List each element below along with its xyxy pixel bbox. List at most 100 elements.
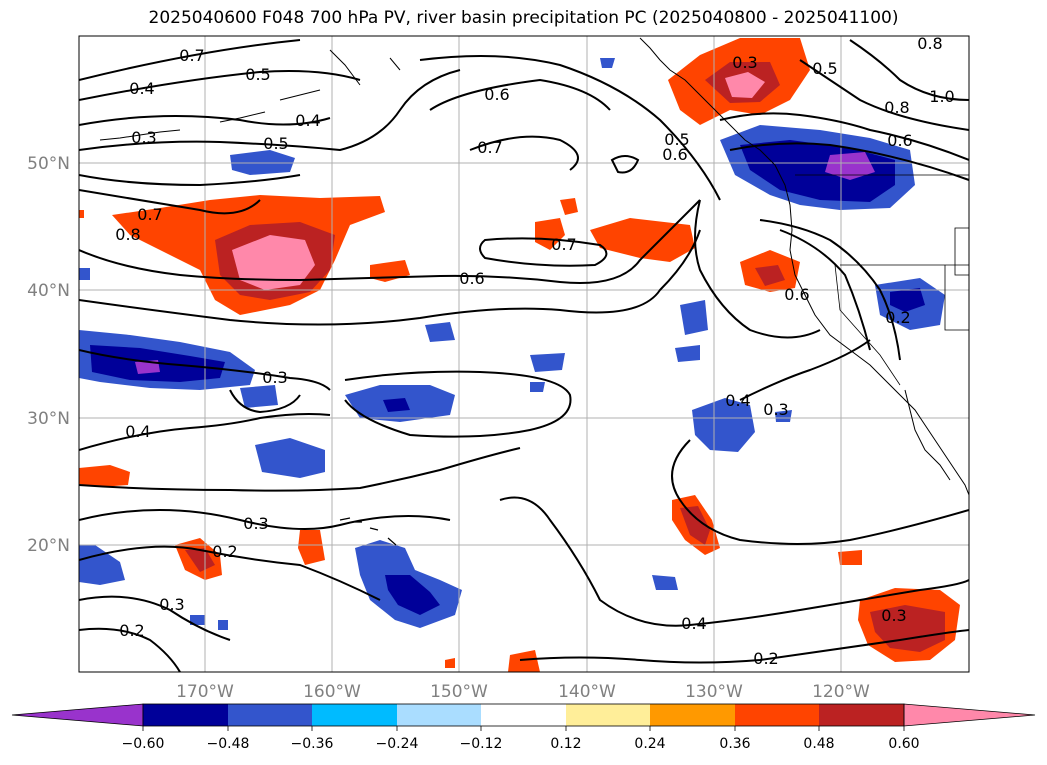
contour-label: 1.0 [929,87,954,106]
precip-region-small-neg-11 [600,58,615,68]
contour-label: 0.4 [295,111,320,130]
colorbar-extend-max [903,703,1036,727]
colorbar-segment [819,704,904,726]
contour-label: 0.6 [484,85,509,104]
precip-region-coast-negative [692,398,755,452]
contour-label: 0.4 [681,614,706,633]
lat-label-50n: 50°N [27,154,70,174]
contour-label: 0.3 [881,606,906,625]
colorbar-segment [143,704,228,726]
precip-region-south-negative [255,438,325,478]
colorbar-tick-label: 0.48 [803,736,834,752]
colorbar-segment [735,704,819,726]
contour-label: 0.5 [245,65,270,84]
precip-region-nw-coast [668,38,810,125]
colorbar-tick-labels: −0.60 −0.48 −0.36 −0.24 −0.12 0.12 0.24 … [122,736,920,752]
pv-contour-lines [79,39,969,672]
precip-region-hawaii-negative [355,540,462,628]
colorbar-segment [228,704,312,726]
colorbar-segment [397,704,481,726]
precip-region-se-positive [858,588,960,662]
colorbar-tick-label: −0.60 [122,736,165,752]
contour-label: 0.5 [812,59,837,78]
pv-contour-labels: 0.7 0.4 0.3 0.5 0.4 0.5 0.6 0.7 0.3 0.5 … [115,36,954,668]
precip-region-small-neg-6 [240,385,278,408]
colorbar-segment [312,704,397,726]
precip-region-sw-negative [79,545,125,585]
precip-region-coast-positive [740,250,800,292]
colorbar-tick-label: −0.48 [207,736,250,752]
lon-label-150w: 150°W [430,682,488,702]
precip-region-small-neg-5 [530,382,545,392]
contour-label: 0.5 [263,134,288,153]
contour-label: 0.3 [262,368,287,387]
precip-region-pnw-negative [720,125,915,210]
precip-region-small-2 [535,218,565,250]
contour-label: 0.7 [179,46,204,65]
colorbar-ticks [142,726,905,731]
precip-region-edge-positive [79,210,84,218]
precip-region-small-neg-8 [652,575,678,590]
precip-region-small-3 [560,198,578,215]
precip-region-edge-negative [79,268,90,280]
lon-label-160w: 160°W [303,682,361,702]
colorbar-tick-label: 0.36 [719,736,750,752]
colorbar-extend-min [11,703,144,727]
contour-label: 0.5 [664,130,689,149]
precip-region-small-pos-4 [445,658,455,668]
map-frame [78,35,970,673]
colorbar-tick-label: −0.12 [460,736,503,752]
precip-region-west-positive [79,465,130,487]
longitude-labels: 170°W 160°W 150°W 140°W 130°W 120°W [176,682,870,702]
lon-label-120w: 120°W [812,682,870,702]
contour-label: 0.2 [753,649,778,668]
precip-region-small-neg-7 [775,410,792,422]
lon-label-170w: 170°W [176,682,234,702]
precip-region-mid-negative-core [383,398,410,412]
contour-label: 0.3 [131,128,156,147]
lon-label-140w: 140°W [558,682,616,702]
coastlines [99,37,969,546]
contour-label: 0.3 [763,400,788,419]
colorbar-tick-label: −0.36 [291,736,334,752]
contour-label: 0.6 [662,145,687,164]
precip-region-small-neg-10 [218,620,228,630]
precip-region-small-neg-9 [190,615,205,625]
colorbar: −0.60 −0.48 −0.36 −0.24 −0.12 0.12 0.24 … [11,703,1036,752]
contour-label: 0.4 [125,422,150,441]
precip-region-small-pos-2 [298,530,325,565]
contour-label: 0.8 [115,225,140,244]
contour-label: 0.3 [243,514,268,533]
contour-label: 0.6 [887,131,912,150]
lat-label-30n: 30°N [27,409,70,429]
chart-title: 2025040600 F048 700 hPa PV, river basin … [148,8,899,28]
latitude-labels: 50°N 40°N 30°N 20°N [27,154,70,556]
colorbar-segment [481,704,566,726]
contour-label: 0.6 [784,285,809,304]
colorbar-segment [650,704,735,726]
contour-label: 0.7 [137,205,162,224]
precip-region-central-positive [590,218,695,262]
precip-region-small-neg-1 [680,300,708,335]
colorbar-segment [566,704,650,726]
colorbar-tick-label: 0.12 [550,736,581,752]
colorbar-tick-label: −0.24 [376,736,419,752]
precip-region-inland-negative-core [890,288,925,312]
lat-label-40n: 40°N [27,281,70,301]
gridlines [79,36,969,672]
contour-label: 0.4 [725,391,750,410]
contour-label: 0.2 [212,542,237,561]
contour-label: 0.6 [459,269,484,288]
precip-region-small-pos-1 [838,550,862,565]
contour-label: 0.2 [119,621,144,640]
contour-label: 0.3 [159,595,184,614]
contour-label: 0.8 [884,98,909,117]
colorbar-tick-label: 0.24 [634,736,665,752]
colorbar-tick-label: 0.60 [888,736,919,752]
precip-region-coast-south-positive [672,495,720,555]
contour-label: 0.4 [129,79,154,98]
map-area: 0.7 0.4 0.3 0.5 0.4 0.5 0.6 0.7 0.3 0.5 … [79,36,969,672]
lon-label-130w: 130°W [685,682,743,702]
precip-region-small-pos-3 [508,650,540,672]
